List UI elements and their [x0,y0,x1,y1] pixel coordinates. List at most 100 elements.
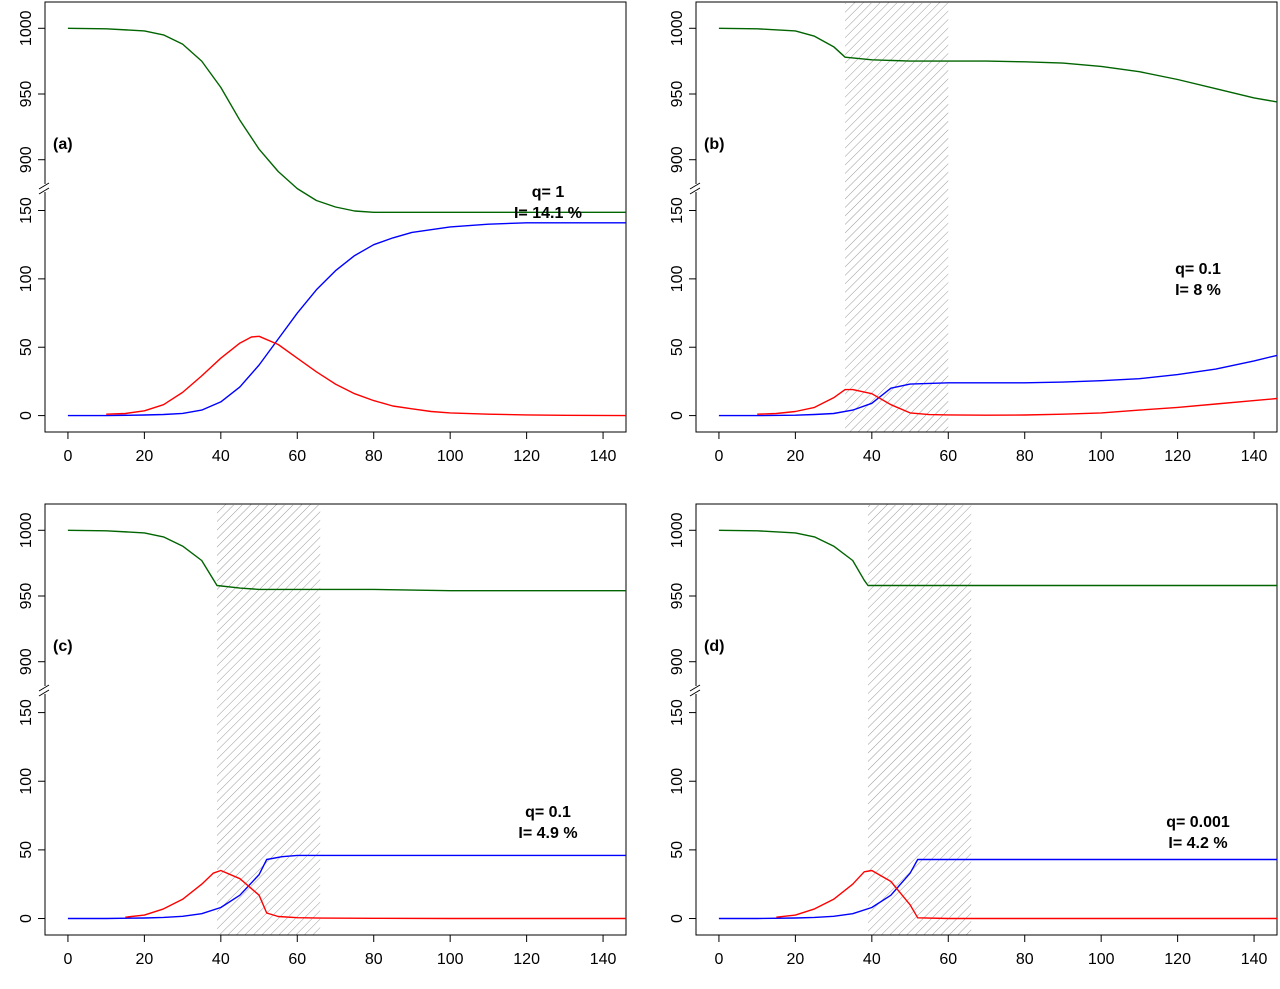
x-tick-label: 120 [513,448,540,465]
axis-break-gap [693,184,700,192]
series-line-upper [67,27,626,214]
y-tick-label: 1000 [669,512,686,548]
plot-frame [44,503,627,936]
x-tick-label: 120 [1164,951,1191,968]
axis-break-mark [689,689,701,697]
plot-frame [44,1,627,433]
x-tick-label: 0 [63,448,72,465]
y-tick-label: 50 [18,338,35,356]
annotation-line: q= 0.1 [525,804,571,821]
x-tick-label: 80 [365,448,383,465]
panel-a: 0 20 40 60 80 100 120 140 900 950 1000 0 50 100 150 (a)… [18,1,627,465]
x-tick-label: 20 [786,448,804,465]
series-line-red [757,388,1278,416]
x-tick-label: 60 [288,448,306,465]
shaded-interval [217,504,321,935]
y-tick-label: 50 [669,338,686,356]
y-tick-label: 1000 [18,10,35,46]
x-tick-label: 0 [63,951,72,968]
axis-break-gap [42,686,49,694]
y-tick-label: 950 [669,81,686,108]
series-line-blue [718,858,1277,920]
x-tick-label: 80 [1016,448,1034,465]
x-tick-label: 100 [1088,951,1115,968]
x-tick-label: 40 [863,951,881,968]
series-line-red [776,869,1277,920]
panel-label: (c) [53,638,73,655]
y-tick-label: 900 [18,648,35,675]
x-tick-label: 60 [288,951,306,968]
y-tick-label: 900 [18,146,35,173]
y-tick-label: 150 [18,197,35,224]
y-tick-label: 150 [669,197,686,224]
x-tick-label: 100 [437,448,464,465]
y-tick-label: 100 [18,768,35,795]
shaded-interval [868,504,972,935]
x-tick-label: 140 [590,448,617,465]
panel-label: (b) [704,136,724,153]
series-line-upper [718,27,1278,103]
x-tick-label: 80 [365,951,383,968]
x-tick-label: 100 [437,951,464,968]
axis-break-gap [693,686,700,694]
plot-frame [695,503,1278,936]
x-tick-label: 40 [212,448,230,465]
y-tick-label: 0 [18,411,35,420]
axis-break-mark [689,187,701,195]
y-tick-label: 100 [669,768,686,795]
y-tick-label: 0 [669,411,686,420]
y-tick-label: 50 [18,841,35,859]
annotation-line: q= 0.1 [1175,261,1221,278]
series-line-blue [67,222,626,417]
x-tick-label: 140 [1241,448,1268,465]
x-tick-label: 120 [513,951,540,968]
y-tick-label: 150 [669,699,686,726]
x-tick-label: 0 [714,951,723,968]
series-line-red [125,869,626,920]
y-tick-label: 100 [18,265,35,292]
axis-break-gap [42,184,49,192]
y-tick-label: 950 [18,81,35,108]
axis-break-mark [38,684,50,692]
y-tick-label: 1000 [18,512,35,548]
series-line-red [106,335,627,417]
x-tick-label: 40 [212,951,230,968]
y-tick-label: 900 [669,648,686,675]
axis-break-mark [38,182,50,190]
y-tick-label: 150 [18,699,35,726]
y-tick-label: 950 [669,583,686,610]
y-tick-label: 100 [669,265,686,292]
y-tick-label: 900 [669,146,686,173]
panel-label: (a) [53,136,73,153]
annotation-line: I= 4.9 % [518,825,577,842]
y-tick-label: 50 [669,841,686,859]
x-tick-label: 20 [135,951,153,968]
series-line-upper [67,529,626,592]
shaded-interval [845,2,949,432]
annotation-line: I= 4.2 % [1168,835,1227,852]
axis-break-mark [689,182,701,190]
y-tick-label: 0 [18,914,35,923]
axis-break-mark [689,684,701,692]
series-line-blue [718,354,1278,417]
annotation-line: I= 14.1 % [514,205,582,222]
x-tick-label: 140 [590,951,617,968]
x-tick-label: 60 [939,951,957,968]
x-tick-label: 20 [135,448,153,465]
panel-b: 0 20 40 60 80 100 120 140 900 950 1000 0 50 100 150 (b)… [669,1,1278,465]
axis-break-mark [38,689,50,697]
annotation-line: I= 8 % [1175,282,1221,299]
axis-break-mark [38,187,50,195]
x-tick-label: 60 [939,448,957,465]
x-tick-label: 40 [863,448,881,465]
y-tick-label: 1000 [669,10,686,46]
y-tick-label: 0 [669,914,686,923]
annotation-line: q= 0.001 [1166,814,1230,831]
annotation-line: q= 1 [532,184,565,201]
x-tick-label: 120 [1164,448,1191,465]
series-line-upper [718,529,1277,587]
y-tick-label: 950 [18,583,35,610]
plot-frame [695,1,1278,433]
x-tick-label: 100 [1088,448,1115,465]
